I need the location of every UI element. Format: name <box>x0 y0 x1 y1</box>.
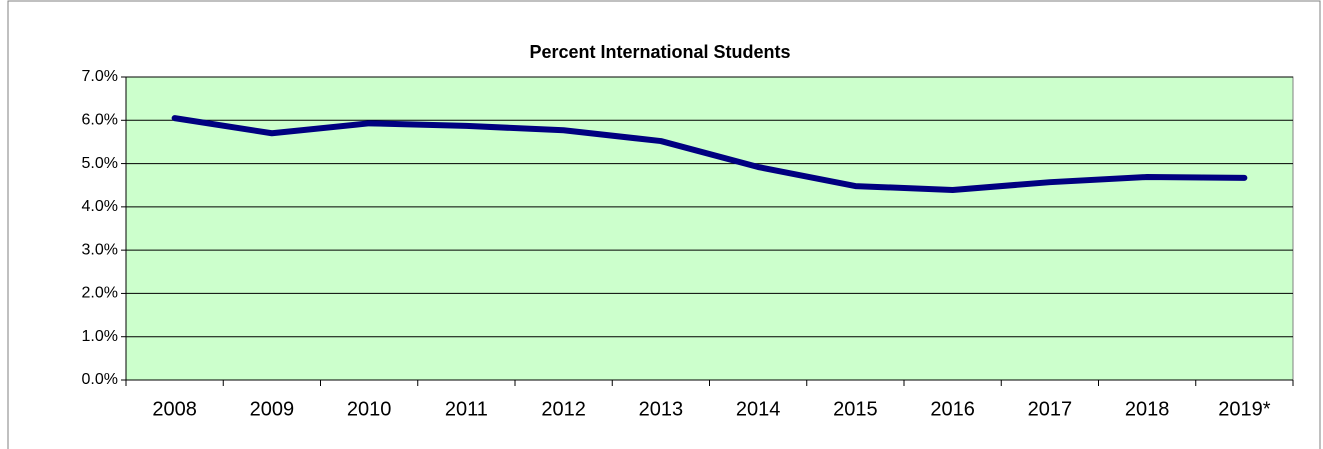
chart-title: Percent International Students <box>529 42 790 62</box>
chart-frame <box>7 0 1321 449</box>
x-tick-label: 2016 <box>930 398 975 420</box>
x-tick-label: 2008 <box>152 398 197 420</box>
x-tick-label: 2009 <box>250 398 295 420</box>
x-tick-label: 2018 <box>1125 398 1170 420</box>
y-tick-label: 4.0% <box>82 198 118 215</box>
x-tick-label: 2013 <box>639 398 684 420</box>
y-tick-label: 6.0% <box>82 112 118 129</box>
x-tick-label: 2014 <box>736 398 781 420</box>
y-tick-label: 3.0% <box>82 241 118 258</box>
y-tick-label: 0.0% <box>82 371 118 388</box>
x-tick-label: 2010 <box>347 398 392 420</box>
plot-area <box>125 76 1294 381</box>
y-tick-label: 2.0% <box>82 285 118 302</box>
x-tick-label: 2019* <box>1218 398 1270 420</box>
y-tick-label: 1.0% <box>82 328 118 345</box>
x-tick-label: 2017 <box>1028 398 1073 420</box>
x-tick-label: 2015 <box>833 398 878 420</box>
x-tick-label: 2012 <box>541 398 586 420</box>
y-tick-label: 5.0% <box>82 155 118 172</box>
data-line <box>171 115 1248 193</box>
x-tick-label: 2011 <box>445 398 488 420</box>
y-tick-label: 7.0% <box>82 68 118 85</box>
